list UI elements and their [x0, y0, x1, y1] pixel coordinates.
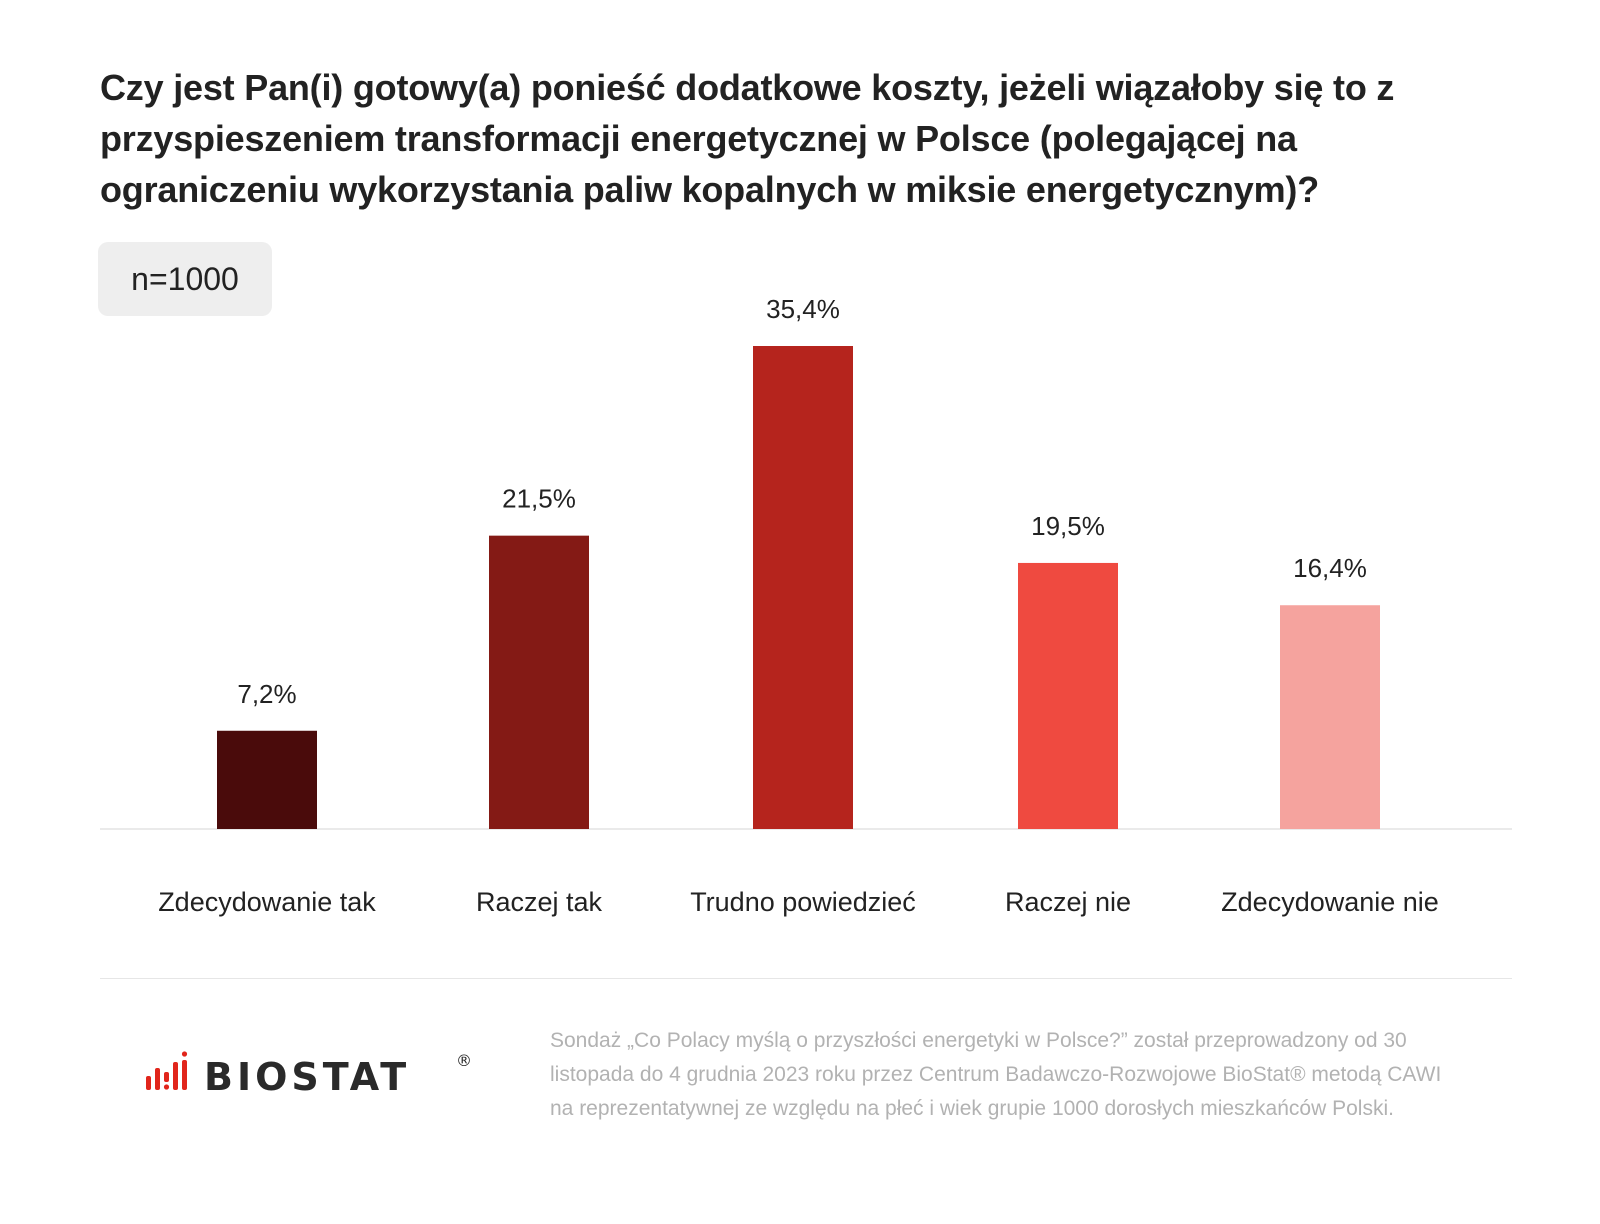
bar-value-label: 19,5% — [1031, 511, 1105, 541]
category-label: Raczej nie — [1005, 887, 1131, 917]
registered-mark: ® — [456, 1051, 472, 1070]
category-label: Raczej tak — [476, 887, 603, 917]
biostat-logo-text: BIOSTAT — [204, 1055, 410, 1099]
category-label: Trudno powiedzieć — [690, 887, 916, 917]
bar-chart: 7,2% Zdecydowanie tak 21,5% Raczej tak 35,4%… — [100, 294, 1512, 917]
category-label: Zdecydowanie tak — [158, 887, 376, 917]
bar-4 — [1018, 562, 1118, 829]
bar-5 — [1280, 605, 1380, 829]
bar-value-label: 16,4% — [1293, 553, 1367, 583]
bar-value-label: 21,5% — [502, 484, 576, 514]
bar-value-label: 7,2% — [237, 679, 296, 709]
survey-footnote: Sondaż „Co Polacy myślą o przyszłości en… — [550, 1029, 1442, 1120]
bar-3 — [753, 346, 853, 829]
bar-1 — [217, 730, 317, 829]
chart-title: Czy jest Pan(i) gotowy(a) ponieść dodatk… — [100, 67, 1395, 210]
biostat-logo: BIOSTAT ® — [146, 1051, 472, 1099]
biostat-logo-icon — [146, 1051, 188, 1090]
sample-size-badge: n=1000 — [98, 242, 272, 316]
bar-2 — [489, 535, 589, 829]
category-label: Zdecydowanie nie — [1221, 887, 1439, 917]
bar-value-label: 35,4% — [766, 294, 840, 324]
footer-divider — [100, 978, 1512, 979]
